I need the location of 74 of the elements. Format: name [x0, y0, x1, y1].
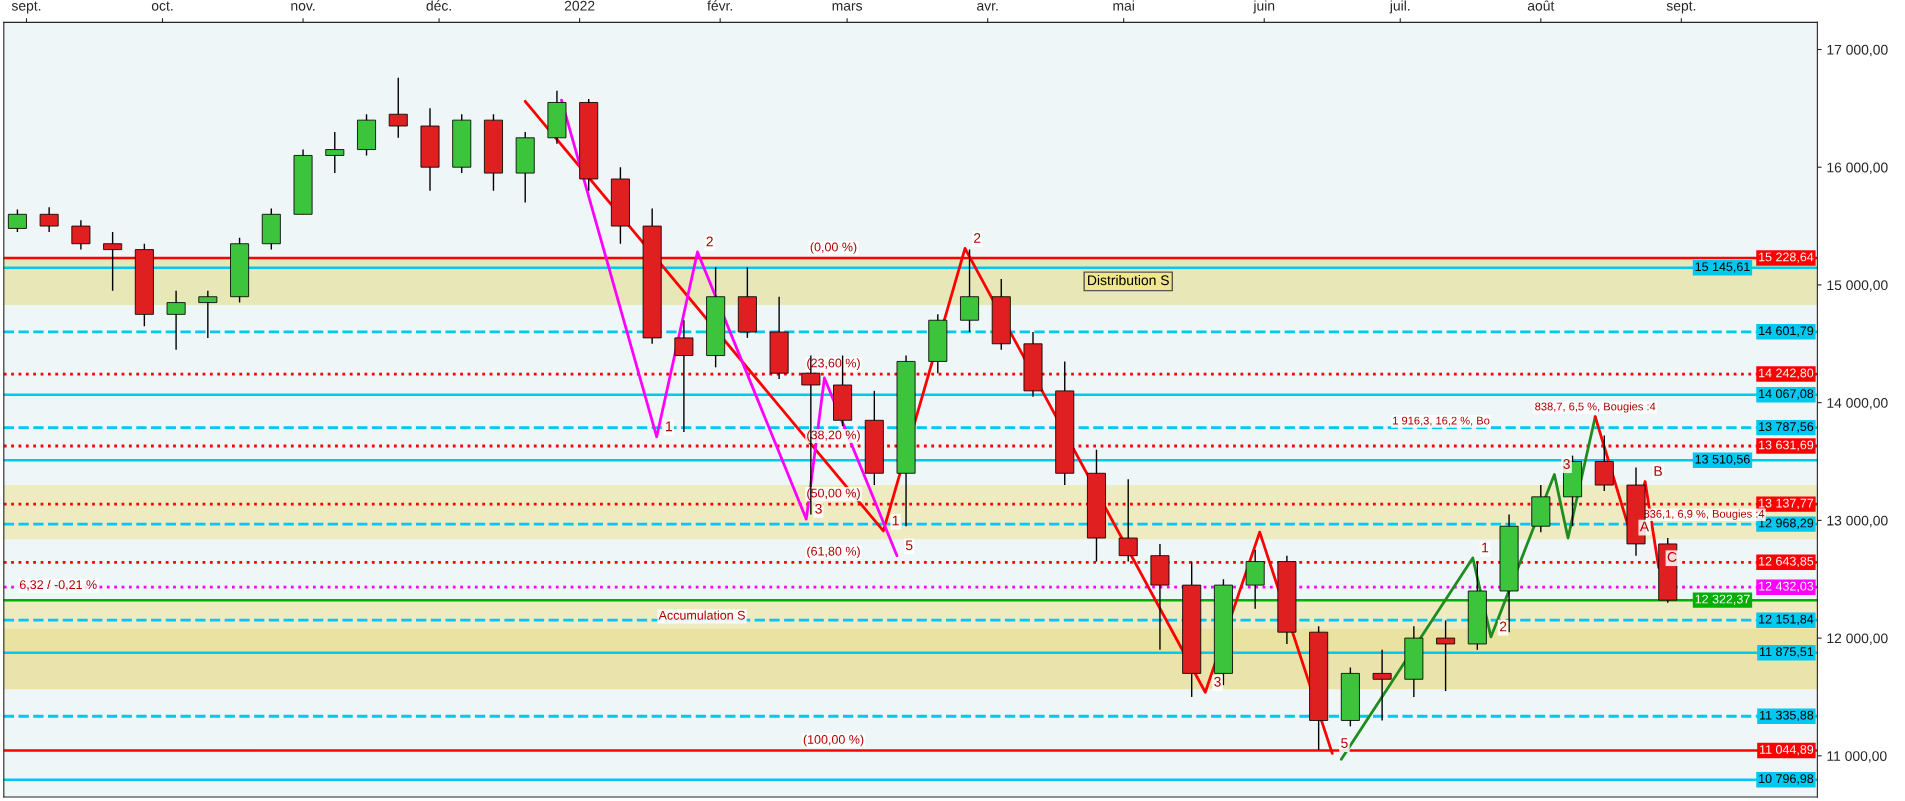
x-tick-label: oct.	[151, 1, 173, 11]
ref-line-label: 13 787,56	[1759, 422, 1814, 433]
x-tick-label: nov.	[291, 3, 315, 11]
candlestick	[1594, 434, 1614, 492]
annotation: B	[1654, 466, 1662, 476]
y-tick-label: 13 000,00	[1827, 515, 1888, 528]
ref-line-label: 13 510,56	[1695, 454, 1750, 466]
x-tick-label: mai	[1113, 0, 1134, 11]
candlestick	[960, 248, 980, 333]
candlestick	[7, 208, 27, 233]
annotation: 3	[1214, 676, 1221, 687]
ref-line-label: 11 044,89	[1760, 745, 1814, 756]
candlestick	[1436, 619, 1456, 692]
x-tick-label: sept.	[11, 1, 41, 14]
x-tick-label: juin	[1253, 0, 1275, 14]
annotation: 1 916,3, 16,2 %, Bo	[1393, 416, 1490, 426]
ref-line-label: 15 145,61	[1695, 262, 1750, 273]
ref-line-label: 12 968,29	[1759, 518, 1814, 529]
ref-line-label: 11 875,51	[1760, 647, 1814, 658]
candlestick	[39, 206, 59, 233]
ref-line-label: 15 228,64	[1759, 252, 1814, 263]
ref-line-label: 14 601,79	[1759, 326, 1814, 337]
annotation: 1	[892, 515, 899, 526]
ref-line-label: 12 643,85	[1759, 556, 1814, 568]
x-tick-label: 2022	[564, 0, 595, 11]
ref-line-label: 14 242,80	[1759, 368, 1814, 379]
x-tick-label: déc.	[426, 0, 451, 11]
candlestick	[198, 290, 218, 339]
annotation: 1	[666, 421, 673, 432]
annotation: 2	[706, 236, 713, 247]
annotation: 3	[815, 503, 822, 514]
x-tick-label: juil.	[1389, 0, 1410, 14]
annotation: C	[1667, 552, 1677, 562]
candlestick	[388, 77, 408, 139]
y-tick-label: 15 000,00	[1827, 280, 1888, 292]
annotation: Accumulation S	[658, 610, 745, 620]
annotation: (61,80 %)	[807, 546, 860, 559]
ref-line-label: 12 432,03	[1759, 581, 1814, 593]
y-tick-label: 16 000,00	[1827, 162, 1888, 175]
x-tick-label: mars	[832, 3, 863, 11]
candlestick	[1372, 649, 1392, 722]
ref-line-label: 10 796,98	[1759, 774, 1814, 785]
annotation: (0,00 %)	[810, 242, 857, 254]
annotation: 5	[1341, 738, 1348, 748]
annotation: 6,32 / -0,21 %	[19, 579, 97, 591]
x-tick-label: avr.	[977, 3, 998, 11]
candlestick	[103, 231, 123, 292]
ref-line-label: 13 631,69	[1759, 440, 1814, 451]
annotation: 5	[905, 540, 913, 551]
annotation: 2	[1499, 621, 1507, 632]
annotation: 838,7, 6,5 %, Bougies :4	[1535, 402, 1656, 413]
ref-line-label: 14 067,08	[1759, 389, 1814, 400]
y-tick-label: 14 000,00	[1827, 397, 1888, 410]
annotation: 3	[1563, 459, 1570, 469]
y-tick-label: 12 000,00	[1827, 633, 1888, 645]
candlestick	[1118, 478, 1138, 563]
band-label: Distribution S	[1088, 274, 1169, 286]
y-tick-label: 17 000,00	[1827, 44, 1888, 57]
annotation: 1	[1482, 542, 1489, 553]
candlestick	[325, 131, 345, 174]
y-tick-label: 11 000,00	[1827, 751, 1887, 763]
candlestick	[1245, 549, 1265, 610]
candlestick	[166, 290, 186, 351]
annotation: 2	[974, 233, 981, 243]
ref-line-label: 13 137,77	[1759, 498, 1814, 509]
annotation: A	[1639, 521, 1650, 532]
ref-line-label: 12 151,84	[1759, 614, 1814, 626]
x-tick-label: août	[1527, 0, 1555, 11]
candlestick	[71, 219, 91, 251]
x-tick-label: sept.	[1666, 1, 1696, 14]
ref-line-label: 12 322,37	[1695, 594, 1750, 605]
ref-line-label: 11 335,88	[1760, 710, 1814, 722]
x-tick-label: févr.	[707, 0, 733, 11]
annotation: (100,00 %)	[803, 734, 864, 747]
